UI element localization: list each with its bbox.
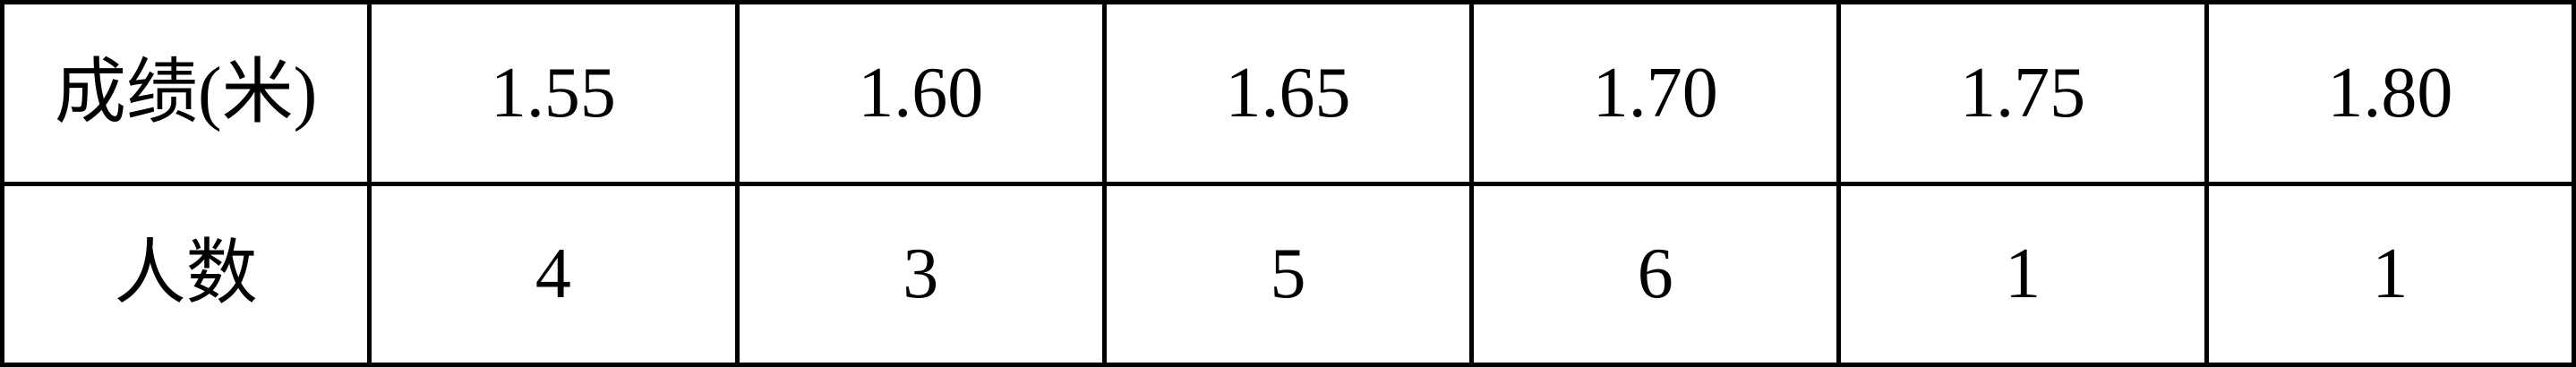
score-cell: 1.60: [739, 4, 1102, 182]
score-cell: 1.75: [1841, 4, 2204, 182]
score-cell: 1.70: [1474, 4, 1837, 182]
score-cell: 1.65: [1106, 4, 1470, 182]
count-cell: 6: [1474, 185, 1837, 363]
count-cell: 1: [2208, 185, 2572, 363]
count-cell: 3: [739, 185, 1102, 363]
row-header-count: 人数: [4, 185, 368, 363]
count-cell: 1: [1841, 185, 2204, 363]
count-cell: 5: [1106, 185, 1470, 363]
score-cell: 1.80: [2208, 4, 2572, 182]
row-header-score: 成绩(米): [4, 4, 368, 182]
score-cell: 1.55: [372, 4, 735, 182]
count-cell: 4: [372, 185, 735, 363]
